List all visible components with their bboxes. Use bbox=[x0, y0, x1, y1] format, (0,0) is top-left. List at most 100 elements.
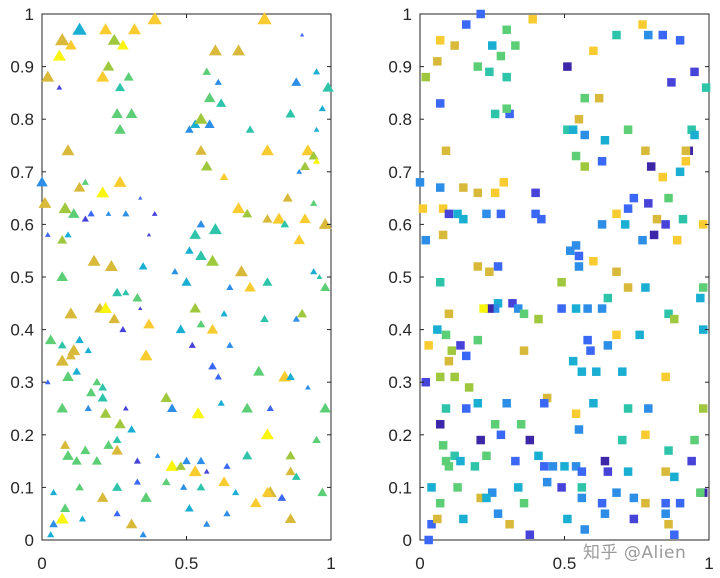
square-point bbox=[493, 299, 503, 308]
square-point bbox=[580, 93, 589, 103]
square-point bbox=[519, 498, 529, 508]
square-point bbox=[418, 204, 428, 213]
triangle-point bbox=[242, 208, 253, 218]
square-point bbox=[563, 62, 572, 71]
square-point bbox=[681, 157, 691, 166]
triangle-point bbox=[55, 512, 69, 524]
triangle-point bbox=[140, 492, 152, 502]
square-point bbox=[525, 530, 535, 539]
triangle-point bbox=[282, 193, 293, 202]
square-point bbox=[548, 462, 558, 471]
square-point bbox=[571, 462, 581, 471]
square-point bbox=[441, 146, 451, 156]
triangle-point bbox=[112, 435, 122, 444]
triangle-point bbox=[161, 477, 171, 486]
square-point bbox=[661, 220, 670, 229]
square-point bbox=[424, 535, 433, 545]
square-point bbox=[473, 188, 483, 198]
triangle-point bbox=[180, 483, 188, 490]
square-point bbox=[438, 230, 448, 240]
triangle-point bbox=[285, 450, 296, 460]
square-point bbox=[600, 509, 610, 518]
square-point bbox=[473, 398, 483, 408]
triangle-point bbox=[81, 178, 89, 185]
triangle-point bbox=[320, 282, 331, 292]
square-point bbox=[435, 278, 445, 287]
square-point bbox=[638, 20, 647, 29]
triangle-point bbox=[55, 354, 69, 366]
triangle-point bbox=[56, 402, 68, 413]
triangle-point bbox=[44, 334, 57, 345]
square-point bbox=[589, 398, 598, 408]
axes-box bbox=[419, 13, 710, 541]
square-point bbox=[421, 72, 431, 82]
square-point bbox=[612, 330, 621, 340]
triangle-point bbox=[232, 202, 245, 214]
triangle-point bbox=[316, 274, 323, 279]
square-point bbox=[629, 514, 639, 524]
triangle-point bbox=[52, 49, 66, 61]
square-point bbox=[698, 283, 708, 292]
square-point bbox=[557, 304, 566, 313]
triangle-point bbox=[195, 250, 207, 260]
triangle-point bbox=[103, 440, 114, 449]
triangle-point bbox=[185, 504, 194, 512]
triangle-point bbox=[62, 450, 74, 460]
square-point bbox=[649, 230, 659, 240]
y-tick-label: 1 bbox=[403, 5, 412, 24]
square-point bbox=[696, 488, 705, 497]
square-point bbox=[456, 456, 465, 466]
triangle-point bbox=[313, 126, 320, 132]
triangle-point bbox=[188, 465, 202, 477]
square-point bbox=[493, 509, 503, 518]
square-point bbox=[459, 183, 468, 192]
triangle-point bbox=[113, 175, 127, 187]
square-point bbox=[453, 209, 462, 219]
triangle-point bbox=[123, 72, 134, 81]
square-point bbox=[444, 356, 454, 366]
square-point bbox=[537, 214, 546, 224]
triangle-point bbox=[305, 384, 311, 390]
triangle-point bbox=[272, 212, 286, 224]
square-point bbox=[488, 41, 497, 50]
triangle-point bbox=[44, 232, 51, 237]
square-point bbox=[623, 125, 633, 134]
triangle-point bbox=[60, 503, 71, 512]
square-point bbox=[456, 341, 465, 350]
square-point bbox=[476, 9, 485, 19]
triangle-point bbox=[208, 44, 222, 56]
triangle-point bbox=[122, 405, 129, 411]
square-point bbox=[433, 325, 442, 334]
square-point bbox=[577, 467, 587, 476]
triangle-point bbox=[196, 320, 206, 328]
square-point bbox=[482, 493, 491, 503]
square-point bbox=[612, 267, 621, 276]
triangle-point bbox=[127, 425, 136, 433]
square-point bbox=[696, 293, 705, 303]
triangle-point bbox=[60, 440, 71, 449]
square-point bbox=[514, 304, 523, 313]
triangle-point bbox=[56, 84, 63, 90]
square-point bbox=[571, 151, 581, 161]
triangle-point bbox=[182, 456, 191, 465]
triangle-point bbox=[214, 373, 222, 380]
square-point bbox=[435, 372, 445, 382]
square-point bbox=[652, 214, 662, 224]
triangle-point bbox=[92, 377, 102, 386]
triangle-point bbox=[98, 383, 108, 391]
square-point bbox=[473, 62, 483, 71]
triangle-point bbox=[194, 112, 208, 124]
square-point bbox=[618, 435, 627, 445]
triangle-point bbox=[105, 211, 112, 216]
triangle-point bbox=[56, 271, 68, 281]
square-point bbox=[534, 314, 543, 324]
triangle-point bbox=[214, 78, 222, 85]
square-point bbox=[670, 530, 679, 539]
square-point bbox=[644, 199, 653, 208]
triangle-point bbox=[322, 81, 334, 92]
triangle-point bbox=[84, 404, 92, 411]
square-point bbox=[511, 456, 520, 466]
triangle-point bbox=[312, 157, 321, 164]
square-point bbox=[464, 383, 474, 392]
